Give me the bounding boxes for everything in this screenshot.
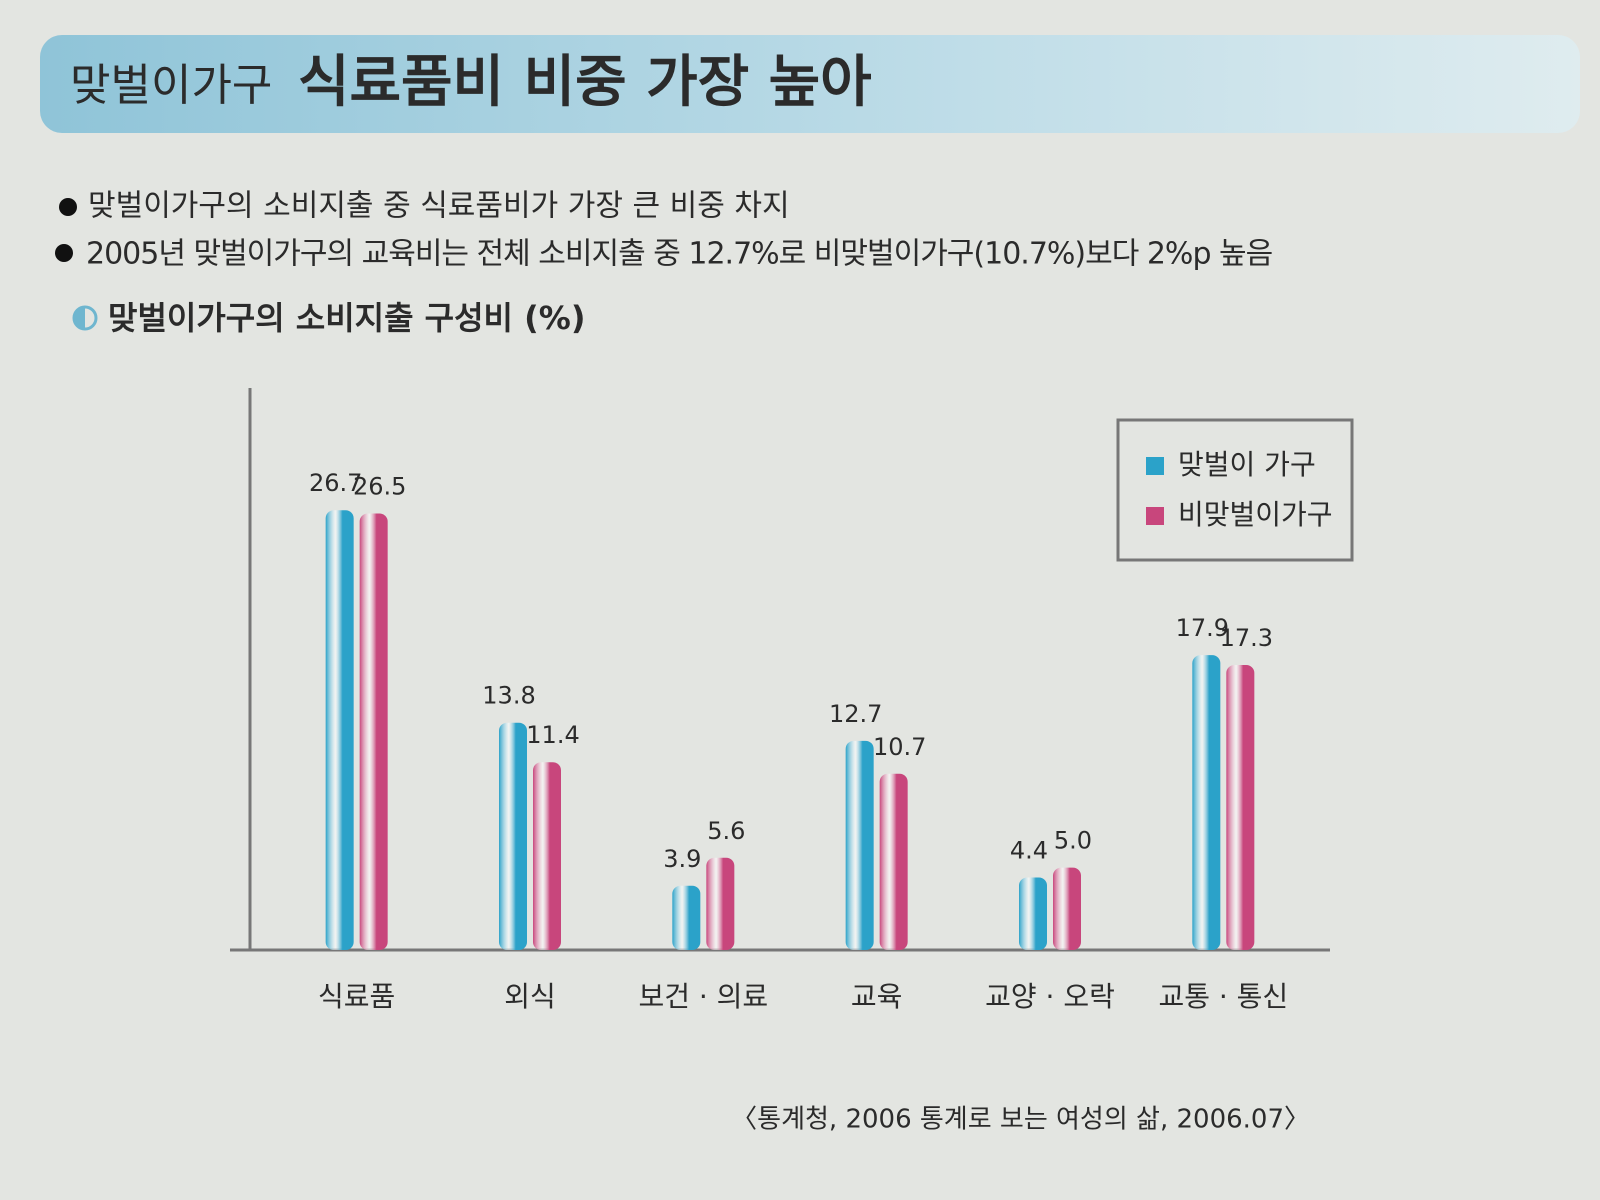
bar: [1192, 655, 1221, 950]
value-label: 26.5: [353, 473, 406, 501]
legend-swatch: [1146, 507, 1164, 525]
bar: [706, 857, 735, 950]
bar: [845, 740, 874, 950]
value-label: 4.4: [1010, 837, 1048, 865]
legend-label: 비맞벌이가구: [1178, 498, 1333, 531]
value-label: 5.0: [1054, 827, 1092, 855]
legend-box: [1116, 418, 1354, 562]
source: 〈통계청, 2006 통계로 보는 여성의 삶, 2006.07〉: [731, 1105, 1310, 1135]
bullet: 2005년 맞벌이가구의 교육비는 전체 소비지출 중 12.7%로 비맞벌이가…: [86, 237, 1272, 272]
x-tick-label: 외식: [504, 980, 556, 1013]
bullet-dot: [55, 244, 73, 262]
bar: [1226, 665, 1255, 950]
bar: [672, 885, 701, 950]
header-kicker: 맞벌이가구: [70, 60, 272, 111]
value-label: 11.4: [526, 721, 579, 749]
value-label: 17.3: [1220, 624, 1273, 652]
value-label: 5.6: [707, 817, 745, 845]
bar: [499, 722, 527, 950]
legend-label: 맞벌이 가구: [1178, 448, 1316, 481]
legend-swatch: [1146, 457, 1164, 475]
value-label: 12.7: [829, 700, 882, 728]
value-label: 17.9: [1176, 614, 1229, 642]
bar: [325, 510, 354, 950]
header-band: [40, 35, 1580, 133]
value-label: 13.8: [482, 682, 535, 710]
x-tick-label: 교통 · 통신: [1158, 980, 1288, 1013]
x-tick-label: 교양 · 오락: [985, 980, 1115, 1013]
chart-title: 맞벌이가구의 소비지출 구성비 (%): [108, 299, 585, 337]
header-title: 식료품비 비중 가장 높아: [298, 50, 872, 115]
bullet: 맞벌이가구의 소비지출 중 식료품비가 가장 큰 비중 차지: [88, 189, 790, 224]
bar: [359, 513, 388, 950]
x-tick-label: 교육: [851, 980, 903, 1013]
bar: [879, 773, 908, 950]
bullet-dot: [59, 198, 77, 216]
bar: [1053, 867, 1081, 950]
value-label: 3.9: [663, 845, 701, 873]
subtitle-icon: [74, 307, 85, 329]
x-tick-label: 식료품: [318, 980, 395, 1013]
bar: [1019, 877, 1047, 950]
value-label: 26.7: [309, 469, 362, 497]
value-label: 10.7: [873, 733, 926, 761]
bar: [533, 762, 561, 950]
x-tick-label: 보건 · 의료: [638, 980, 768, 1013]
